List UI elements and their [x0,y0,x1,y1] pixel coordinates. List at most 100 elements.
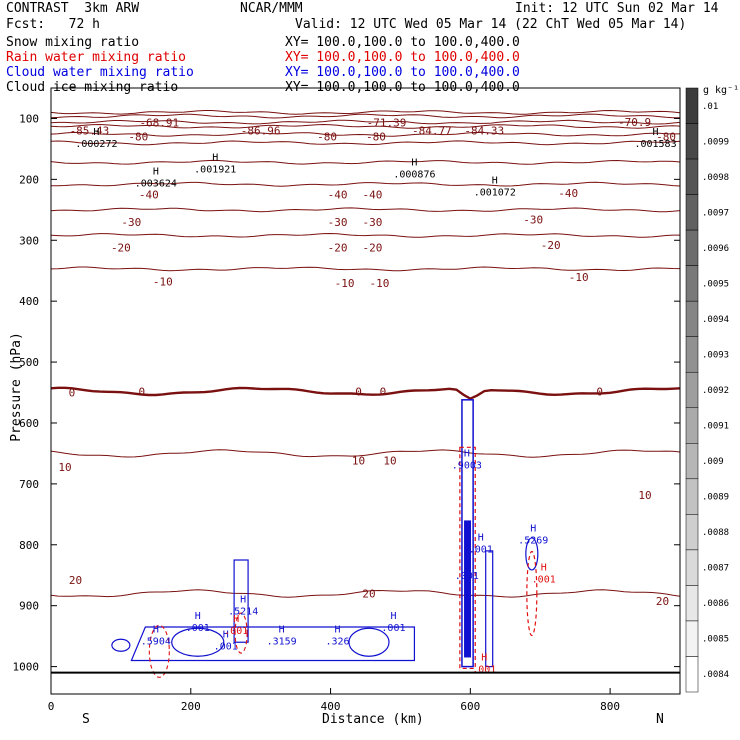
extremum-label-9: .5904 [141,636,171,647]
extremum-marker-11: H [335,624,341,635]
field-ice-name: Cloud ice mixing ratio [6,80,179,95]
temp-label-33: 10 [352,455,365,468]
colorbar-label-14: .0086 [702,599,729,609]
rain-shaft-155 [148,624,170,678]
temp-contour-6 [50,159,681,165]
extremum-marker-2: H [153,166,159,177]
extremum-marker-1: H [212,152,218,163]
extremum-marker-8: H [240,595,246,606]
rain-shaft-690 [526,550,538,637]
cloud-cell-100 [111,638,131,652]
y-tick-label-1000: 1000 [13,661,40,674]
temp-label-1: -85.43 [70,125,110,138]
temp-contour-2 [50,119,681,125]
extremum-marker-16: H [464,559,470,570]
center-label: NCAR/MMM [240,1,303,16]
colorbar-swatch-13 [685,549,699,586]
temp-label-9: -80 [366,131,386,144]
field-ice-xy: XY= 100.0,100.0 to 100.0,400.0 [285,80,520,95]
temp-label-31: 0 [596,385,603,398]
y-tick-label-200: 200 [19,173,39,186]
plot-frame [50,87,681,695]
forecast-hour: Fcst: 72 h [6,17,100,32]
temp-label-37: 20 [362,588,375,601]
extremum-label-8: .5214 [228,607,258,618]
colorbar-swatch-3 [685,194,699,231]
extremum-label-1: .001921 [194,164,236,175]
extremum-marker-4: H [492,176,498,187]
temp-label-23: -10 [153,276,173,289]
temp-contour-10 [50,266,681,272]
colorbar-swatch-2 [685,158,699,195]
extremum-label-4: .001072 [474,188,516,199]
temp-label-17: -30 [363,216,383,229]
rain-shaft-272 [234,612,248,654]
colorbar-label-5: .0095 [702,279,729,289]
extremum-label-19: .001 [224,626,248,637]
colorbar-swatch-12 [685,514,699,551]
temp-label-25: -10 [370,277,390,290]
field-cloudwater-xy: XY= 100.0,100.0 to 100.0,400.0 [285,65,520,80]
colorbar-unit: g kg⁻¹ [703,85,740,96]
extremum-label-7: .5269 [518,535,548,546]
temp-contour-11 [50,386,681,401]
colorbar-swatch-11 [685,478,699,515]
colorbar-swatch-7 [685,336,699,373]
temp-label-36: 20 [69,574,82,587]
temp-label-12: -40 [328,189,348,202]
y-tick-label-800: 800 [19,539,39,552]
colorbar-label-1: .0099 [702,137,729,147]
temp-label-30: 0 [380,385,387,398]
colorbar-swatch-6 [685,300,699,337]
field-rain-xy: XY= 100.0,100.0 to 100.0,400.0 [285,50,520,65]
y-tick-label-900: 900 [19,600,39,613]
temp-contour-5 [50,140,681,146]
cloud-cell-210 [171,627,225,657]
extremum-marker-5: H [653,127,659,138]
extremum-marker-14: H [390,611,396,622]
extremum-label-12: .001 [186,623,210,634]
temp-contour-9 [50,232,680,238]
colorbar-label-12: .0088 [702,528,729,538]
extremum-marker-12: H [195,611,201,622]
mixing-ratio-contours [111,399,539,678]
x-tick-label-0: 0 [48,700,55,713]
extremum-label-10: .3159 [267,636,297,647]
extremum-marker-10: H [279,624,285,635]
colorbar-label-0: .01 [702,102,718,112]
temp-label-28: 0 [139,385,146,398]
temp-contour-13 [50,589,681,598]
y-tick-label-400: 400 [19,295,39,308]
field-snow-name: Snow mixing ratio [6,35,140,50]
colorbar-swatch-4 [685,229,699,266]
y-tick-label-300: 300 [19,234,39,247]
x-end-north: N [656,712,664,727]
temp-contour-3 [50,123,681,129]
cloud-cell-690 [525,537,539,571]
x-tick-label-200: 200 [181,700,201,713]
colorbar-swatch-10 [685,443,699,480]
extremum-label-11: .326 [325,636,349,647]
valid-time: Valid: 12 UTC Wed 05 Mar 14 (22 ChT Wed … [295,17,687,32]
extremum-marker-7: H [530,523,536,534]
colorbar-label-9: .0091 [702,422,729,432]
extremum-label-0: .000272 [75,139,117,150]
x-end-south: S [82,712,90,727]
rain-shaft-tower [459,446,476,670]
extremum-label-2: .003624 [135,178,177,189]
temp-label-19: -20 [111,242,131,255]
extremum-label-14: .001 [381,623,405,634]
temp-label-35: 10 [638,489,651,502]
colorbar-swatch-9 [685,407,699,444]
model-title: CONTRAST 3km ARW [6,1,140,16]
temp-label-10: -80 [656,131,676,144]
extremum-label-16: .001 [455,571,479,582]
temp-label-6: -70.9 [618,116,651,129]
cloud-cell-620 [485,550,494,668]
temp-label-14: -40 [558,187,578,200]
colorbar-label-10: .009 [702,457,724,467]
y-tick-label-100: 100 [19,112,39,125]
temp-label-27: 0 [69,387,76,400]
colorbar: .01 .0099 .0098 .0097 .0096 .0095 .0094 .0093 .0… [685,87,729,693]
extremum-marker-3: H [411,157,417,168]
